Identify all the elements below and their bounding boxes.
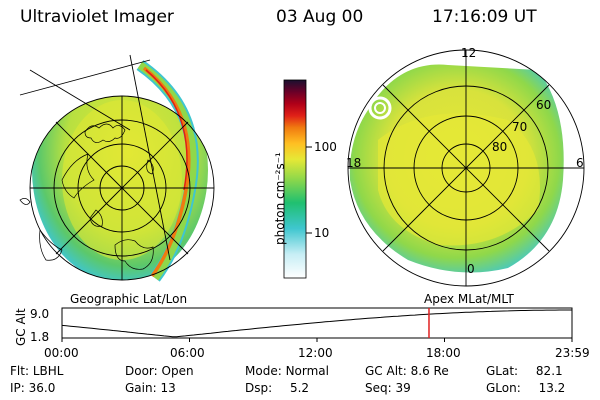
mlt-6-label: 6 <box>576 156 584 170</box>
mlat-80-label: 80 <box>492 140 508 154</box>
altitude-ytick-high: 9.0 <box>30 307 50 321</box>
altitude-plot <box>61 307 573 342</box>
date-label: 03 Aug 00 <box>276 7 364 27</box>
footer-seq: Seq: 39 <box>365 381 411 395</box>
footer-dsp: Dsp: 5.2 <box>245 381 310 395</box>
footer-filter: Flt: LBHL <box>10 364 64 378</box>
mlat-60-label: 60 <box>536 98 552 112</box>
geo-panel-label: Geographic Lat/Lon <box>70 292 188 306</box>
mlt-12-label: 12 <box>461 46 477 60</box>
mlt-0-label: 0 <box>467 262 475 276</box>
colorbar-tick-10: 10 <box>314 226 330 240</box>
mlt-18-label: 18 <box>346 156 362 170</box>
colorbar <box>283 79 312 279</box>
footer-mode: Mode: Normal <box>245 364 329 378</box>
altitude-ytick-low: 1.8 <box>30 330 50 344</box>
altitude-xtick-4: 23:59 <box>555 346 590 360</box>
footer-door: Door: Open <box>125 364 194 378</box>
apex-panel-label: Apex MLat/MLT <box>424 292 514 306</box>
colorbar-label: photon cm⁻²s⁻¹ <box>273 152 287 245</box>
footer-gain: Gain: 13 <box>125 381 176 395</box>
mlat-70-label: 70 <box>512 120 528 134</box>
altitude-xtick-2: 12:00 <box>298 346 333 360</box>
geographic-image <box>19 54 215 282</box>
time-label: 17:16:09 UT <box>432 7 537 27</box>
colorbar-tick-100: 100 <box>314 140 337 154</box>
footer-gc-alt: GC Alt: 8.6 Re <box>365 364 449 378</box>
instrument-title: Ultraviolet Imager <box>20 7 174 27</box>
footer-glon: GLon: 13.2 <box>486 381 566 395</box>
altitude-xtick-1: 06:00 <box>170 346 205 360</box>
footer-glat: GLat: 82.1 <box>486 364 563 378</box>
footer-ip: IP: 36.0 <box>10 381 56 395</box>
altitude-xtick-3: 18:00 <box>426 346 461 360</box>
altitude-ylabel: GC Alt <box>14 308 28 346</box>
altitude-xtick-0: 00:00 <box>44 346 79 360</box>
apex-image <box>347 49 585 287</box>
